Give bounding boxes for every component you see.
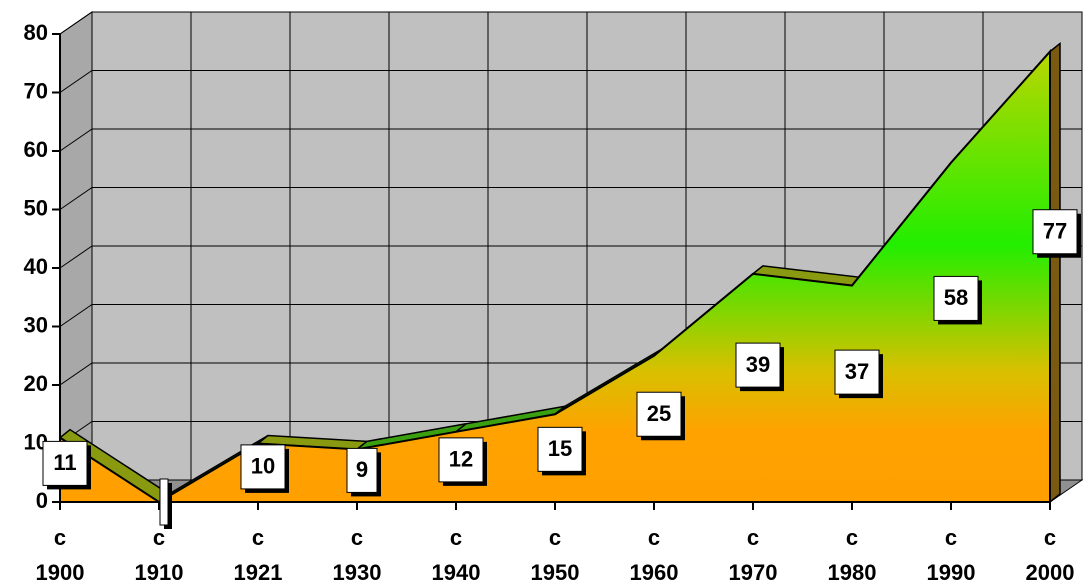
- y-tick-label: 80: [24, 20, 48, 45]
- y-tick-label: 0: [36, 488, 48, 513]
- value-label: 15: [548, 436, 572, 461]
- x-tick-label: c 1940: [431, 525, 481, 585]
- grid-line: [59, 11, 1082, 35]
- x-tick-label: c 1930: [332, 525, 382, 585]
- grid-line: [59, 128, 1082, 152]
- label-box: [240, 444, 286, 490]
- x-tick-label: c 1921: [233, 525, 283, 585]
- value-label: 37: [845, 359, 869, 384]
- label-box: [1032, 209, 1078, 255]
- value-label: 11: [53, 450, 76, 475]
- label-box: [346, 447, 378, 493]
- label-box: [735, 342, 781, 388]
- y-tick-label: 50: [24, 195, 48, 220]
- area: [59, 48, 1051, 504]
- label-box: [159, 478, 169, 526]
- x-tick-label: c 1910: [134, 525, 184, 585]
- grid-line: [59, 70, 1082, 93]
- x-tick-label: c 1980: [827, 525, 877, 585]
- x-tick-label: c 1960: [629, 525, 679, 585]
- grid-line: [59, 187, 1082, 210]
- label-box: [636, 391, 682, 437]
- label-box: [834, 349, 880, 395]
- y-tick-label: 20: [24, 371, 48, 396]
- x-tick-label: c 1950: [530, 525, 580, 585]
- y-tick-label: 30: [24, 312, 48, 337]
- value-label: 12: [449, 447, 473, 472]
- label-box: [537, 426, 583, 472]
- y-tick-label: 70: [24, 78, 48, 103]
- x-tick-label: c 1900: [35, 525, 85, 585]
- x-tick-label: c 1990: [926, 525, 976, 585]
- value-label: 25: [647, 401, 671, 426]
- label-box: [438, 437, 484, 483]
- value-label: 77: [1043, 219, 1067, 244]
- x-tick-label: c 2000: [1025, 525, 1075, 585]
- y-tick-label: 40: [24, 254, 48, 279]
- value-label: 9: [356, 457, 368, 482]
- value-label: 10: [251, 454, 275, 479]
- grid-line: [59, 245, 1082, 269]
- label-box: [933, 275, 979, 321]
- x-tick-label: c 1970: [728, 525, 778, 585]
- label-box: [42, 440, 88, 486]
- y-tick-label: 60: [24, 137, 48, 162]
- area-side: [1049, 41, 1061, 504]
- value-label: 39: [746, 352, 770, 377]
- value-label: 58: [944, 285, 968, 310]
